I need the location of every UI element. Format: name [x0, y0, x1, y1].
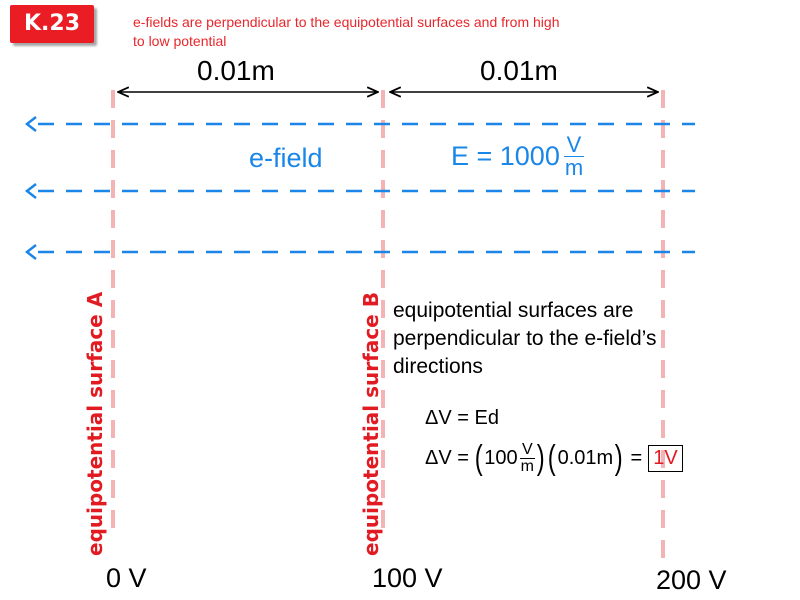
equation-2-value: 100 — [484, 446, 518, 469]
field-unit-numerator: V — [563, 134, 585, 157]
potential-label-c: 200 V — [656, 565, 727, 595]
close-paren-icon: ) — [536, 439, 545, 477]
potential-label-b: 100 V — [372, 563, 443, 593]
field-arrowhead-icon — [24, 116, 37, 132]
equation-2-equals: = — [630, 446, 643, 469]
equation-2-distance: 0.01m — [557, 446, 614, 469]
field-unit-fraction: V m — [563, 134, 585, 180]
potential-label-a: 0 V — [106, 563, 147, 593]
equation-line-1: ΔV = Ed — [425, 407, 499, 429]
field-equation-lhs: E = 1000 — [451, 141, 560, 171]
equipotential-label-a: equipotential surface A — [83, 291, 107, 556]
equation-2-unit-numerator: V — [519, 441, 535, 459]
distance-label-right: 0.01m — [480, 55, 558, 86]
field-magnitude-equation: E = 1000 V m — [448, 134, 588, 180]
slide-header: e-fields are perpendicular to the equipo… — [133, 13, 703, 51]
slide-number-badge: K.23 — [10, 5, 94, 43]
equation-line-2: ΔV = ( 100 V m ) ( 0.01m ) = 1V — [425, 441, 683, 475]
field-line-3 — [24, 244, 695, 260]
field-unit-denominator: m — [564, 155, 584, 180]
field-line-2 — [24, 183, 695, 199]
header-line-1: e-fields are perpendicular to the equipo… — [133, 14, 560, 30]
distance-label-left: 0.01m — [197, 55, 275, 86]
field-arrowhead-icon — [24, 244, 37, 260]
result-box: 1V — [648, 444, 683, 472]
equation-2-unit-fraction: V m — [519, 441, 535, 475]
close-paren-icon: ) — [614, 439, 623, 477]
open-paren-icon: ( — [474, 439, 483, 477]
equation-2-lhs: ΔV = — [425, 446, 469, 469]
open-paren-icon: ( — [547, 439, 556, 477]
equation-2-unit-denominator: m — [520, 457, 534, 475]
equipotential-label-b: equipotential surface B — [359, 292, 383, 556]
field-arrowhead-icon — [24, 183, 37, 199]
e-field-label: e-field — [247, 143, 325, 174]
explanation-note: equipotential surfaces are perpendicular… — [393, 299, 657, 378]
header-line-2: to low potential — [133, 33, 227, 49]
field-line-1 — [24, 116, 695, 132]
